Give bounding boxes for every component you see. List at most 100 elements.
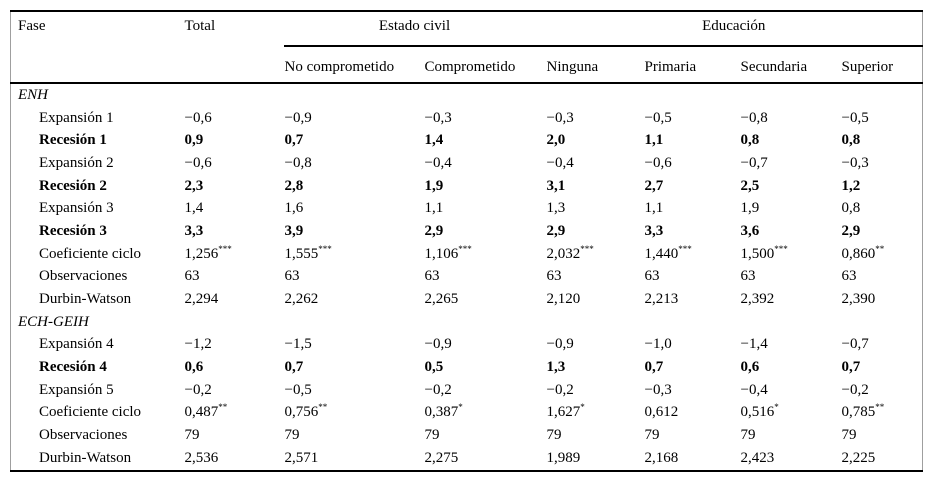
row-label: Recesión 4 bbox=[39, 359, 107, 376]
row-label: Recesión 2 bbox=[39, 177, 107, 194]
cell-value: 0,5 bbox=[424, 359, 444, 376]
row-label: Expansión 4 bbox=[39, 336, 114, 353]
cell-value: −0,3 bbox=[841, 154, 869, 171]
cell-value: 2,9 bbox=[546, 222, 566, 239]
cell-value: −0,7 bbox=[740, 154, 768, 171]
cell-value: −0,7 bbox=[841, 336, 869, 353]
cell-value: −1,0 bbox=[644, 336, 672, 353]
table-row: Expansión 4 −1,2 −1,5 −0,9 −0,9 −1,0 −1,4 −0,7 bbox=[11, 334, 923, 357]
cell-value: −0,5 bbox=[644, 109, 672, 126]
row-label: Expansión 3 bbox=[39, 200, 114, 217]
cell-value: 2,120 bbox=[546, 291, 581, 308]
cell-value: 2,8 bbox=[284, 177, 304, 194]
cell-value: 0,9 bbox=[184, 132, 204, 149]
cell-value: 2,262 bbox=[284, 291, 319, 308]
table-row: Expansión 2 −0,6 −0,8 −0,4 −0,4 −0,6 −0,7 −0,3 bbox=[11, 152, 923, 175]
table-row: Coeficiente ciclo 1,256*** 1,555*** 1,106**… bbox=[11, 243, 923, 266]
col-header-secundaria: Secundaria bbox=[739, 46, 841, 84]
table-row: Recesión 4 0,6 0,7 0,5 1,3 0,7 0,6 0,7 bbox=[11, 356, 923, 379]
cell-value: 0,7 bbox=[841, 359, 861, 376]
cell-value: −0,4 bbox=[424, 154, 452, 171]
row-label: Observaciones bbox=[39, 268, 128, 285]
table-row: Recesión 1 0,9 0,7 1,4 2,0 1,1 0,8 0,8 bbox=[11, 129, 923, 152]
cell-value: 1,256*** bbox=[184, 243, 232, 262]
cell-value: 1,989 bbox=[546, 449, 581, 466]
cell-value: 2,9 bbox=[424, 222, 444, 239]
cell-value: −1,5 bbox=[284, 336, 312, 353]
section-row: ECH-GEIH bbox=[11, 311, 923, 334]
cell-value: 63 bbox=[740, 268, 756, 285]
cell-value: 2,3 bbox=[184, 177, 204, 194]
significance-stars: * bbox=[580, 402, 585, 413]
significance-stars: *** bbox=[218, 243, 232, 254]
cell-value: 3,1 bbox=[546, 177, 566, 194]
cell-value: 0,7 bbox=[284, 132, 304, 149]
cell-value: 2,168 bbox=[644, 449, 679, 466]
cell-value: −0,9 bbox=[424, 336, 452, 353]
table-body: ENH Expansión 1 −0,6 −0,9 −0,3 −0,3 −0,5 −0,8 −0… bbox=[11, 83, 923, 471]
cell-value: 2,294 bbox=[184, 291, 219, 308]
cell-value: −0,8 bbox=[740, 109, 768, 126]
col-header-fase: Fase bbox=[10, 11, 184, 84]
row-label: Expansión 1 bbox=[39, 109, 114, 126]
section-label: ECH-GEIH bbox=[18, 313, 89, 330]
cell-value: 0,8 bbox=[841, 200, 861, 217]
row-label: Recesión 1 bbox=[39, 132, 107, 149]
cell-value: 0,487** bbox=[184, 402, 228, 421]
cell-value: 2,265 bbox=[424, 291, 459, 308]
cell-value: −0,9 bbox=[284, 109, 312, 126]
cell-value: 1,106*** bbox=[424, 243, 472, 262]
cell-value: −0,3 bbox=[644, 381, 672, 398]
table-row: Expansión 1 −0,6 −0,9 −0,3 −0,3 −0,5 −0,8 −0,5 bbox=[11, 107, 923, 130]
table-row: Observaciones 63 63 63 63 63 63 63 bbox=[11, 266, 923, 289]
cell-value: 0,516* bbox=[740, 402, 779, 421]
significance-stars: *** bbox=[458, 243, 472, 254]
cell-value: −0,6 bbox=[184, 154, 212, 171]
cell-value: 3,6 bbox=[740, 222, 760, 239]
cell-value: 2,275 bbox=[424, 449, 459, 466]
table-row: Coeficiente ciclo 0,487** 0,756** 0,387* 1,6… bbox=[11, 402, 923, 425]
cell-value: 2,423 bbox=[740, 449, 775, 466]
table-row: Expansión 3 1,4 1,6 1,1 1,3 1,1 1,9 0,8 bbox=[11, 197, 923, 220]
cell-value: 63 bbox=[644, 268, 660, 285]
table-row: Durbin-Watson 2,536 2,571 2,275 1,989 2,168 2,… bbox=[11, 447, 923, 471]
cell-value: −0,3 bbox=[546, 109, 574, 126]
cell-value: 63 bbox=[841, 268, 857, 285]
table-row: Observaciones 79 79 79 79 79 79 79 bbox=[11, 424, 923, 447]
significance-stars: *** bbox=[580, 243, 594, 254]
cell-value: 0,6 bbox=[184, 359, 204, 376]
cell-value: 1,4 bbox=[184, 200, 204, 217]
cell-value: 1,555*** bbox=[284, 243, 332, 262]
significance-stars: *** bbox=[678, 243, 692, 254]
row-label: Expansión 5 bbox=[39, 381, 114, 398]
cell-value: 3,9 bbox=[284, 222, 304, 239]
group-header-educacion: Educación bbox=[545, 11, 923, 47]
row-label: Durbin-Watson bbox=[39, 291, 132, 308]
col-header-no-comprometido: No comprometido bbox=[283, 46, 424, 84]
cell-value: −1,2 bbox=[184, 336, 212, 353]
cell-value: 0,612 bbox=[644, 404, 679, 421]
cell-value: 1,2 bbox=[841, 177, 861, 194]
significance-stars: *** bbox=[318, 243, 332, 254]
cell-value: 1,627* bbox=[546, 402, 585, 421]
cell-value: 79 bbox=[841, 427, 857, 444]
col-header-superior: Superior bbox=[840, 46, 923, 84]
cell-value: 0,7 bbox=[284, 359, 304, 376]
significance-stars: * bbox=[774, 402, 779, 413]
cell-value: 1,4 bbox=[424, 132, 444, 149]
cell-value: −0,4 bbox=[740, 381, 768, 398]
cell-value: 2,7 bbox=[644, 177, 664, 194]
significance-stars: ** bbox=[875, 402, 885, 413]
cell-value: −0,2 bbox=[424, 381, 452, 398]
cell-value: 2,571 bbox=[284, 449, 319, 466]
cell-value: 1,9 bbox=[424, 177, 444, 194]
cell-value: 63 bbox=[284, 268, 300, 285]
section-row: ENH bbox=[11, 83, 923, 107]
cell-value: 2,536 bbox=[184, 449, 219, 466]
table-row: Expansión 5 −0,2 −0,5 −0,2 −0,2 −0,3 −0,4 −0,2 bbox=[11, 379, 923, 402]
cell-value: 0,7 bbox=[644, 359, 664, 376]
cell-value: 63 bbox=[546, 268, 562, 285]
cell-value: −0,2 bbox=[546, 381, 574, 398]
cell-value: 79 bbox=[644, 427, 660, 444]
significance-stars: ** bbox=[218, 402, 228, 413]
